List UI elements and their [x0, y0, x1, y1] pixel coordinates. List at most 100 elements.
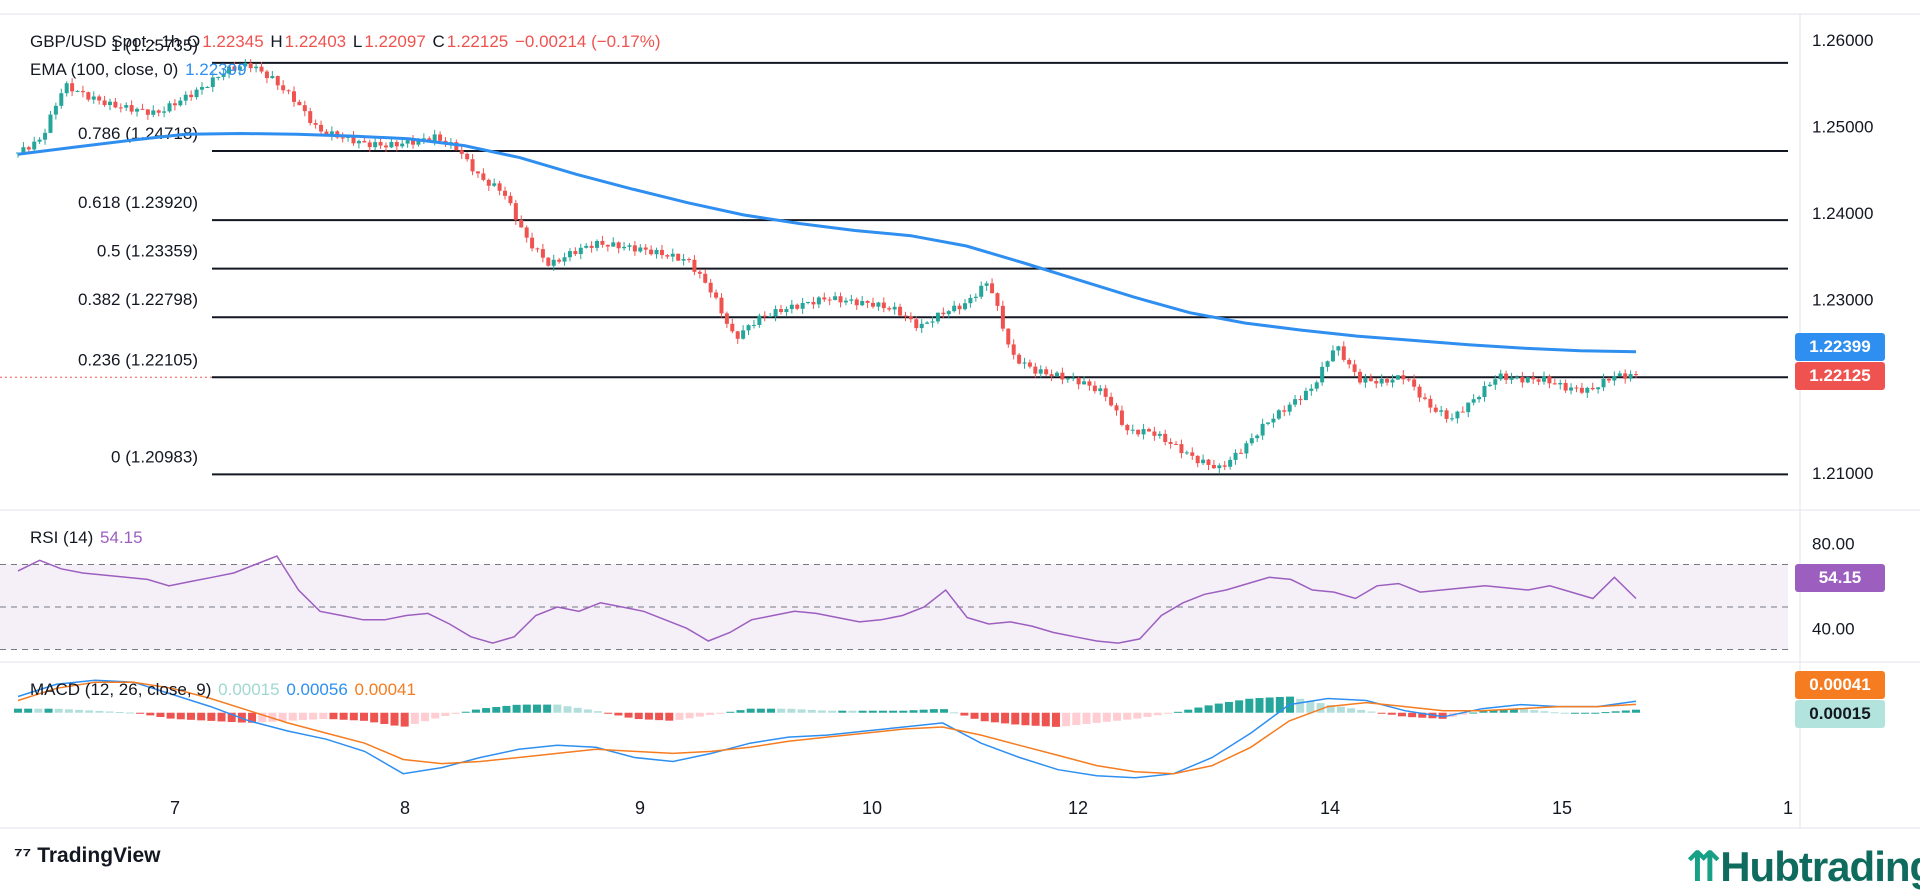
candle-body: [1455, 411, 1460, 419]
candle-body: [827, 299, 832, 301]
macd-histogram-bar: [929, 709, 938, 713]
macd-histogram-bar: [1051, 712, 1060, 727]
candle-body: [183, 94, 188, 101]
candle-body: [1244, 443, 1249, 454]
macd-histogram-bar: [359, 712, 368, 721]
candle-body: [919, 323, 924, 329]
rsi-legend[interactable]: RSI (14) 54.15: [30, 528, 145, 548]
macd-histogram-bar: [1296, 698, 1305, 713]
macd-histogram-bar: [1021, 712, 1030, 726]
candle-body: [1141, 429, 1146, 435]
macd-hist-box: 0.00015: [1795, 700, 1885, 728]
macd-histogram-bar: [797, 709, 806, 713]
candle-body: [1054, 372, 1059, 376]
ema-line: [17, 131, 1637, 354]
candle-body: [80, 90, 85, 93]
macd-histogram-bar: [1377, 712, 1386, 714]
candle-body: [216, 76, 221, 78]
candle-body: [779, 309, 784, 313]
candle-body: [681, 259, 686, 261]
candle-body: [1266, 422, 1271, 424]
candle-body: [481, 173, 486, 180]
fib-label: 0 (1.20983): [111, 447, 198, 466]
candle-body: [1017, 354, 1022, 364]
candle-body: [470, 159, 475, 172]
symbol-title[interactable]: GBP/USD Spot · 1h: [30, 32, 181, 51]
macd-histogram-bar: [451, 712, 460, 714]
candle-body: [865, 300, 870, 303]
candle-body: [1504, 373, 1509, 380]
macd-histogram-bar: [258, 712, 267, 723]
change-value: −0.00214 (−0.17%): [514, 32, 661, 51]
macd-histogram-bar: [807, 709, 816, 713]
fib-label: 0.5 (1.23359): [97, 242, 198, 261]
macd-histogram-bar: [1459, 712, 1468, 715]
macd-histogram-bar: [1336, 706, 1345, 713]
ema-label: EMA (100, close, 0): [30, 60, 179, 79]
candle-body: [113, 101, 118, 108]
candle-body: [135, 108, 140, 112]
macd-histogram-bar: [1113, 712, 1122, 721]
macd-histogram-bar: [868, 710, 877, 713]
ema-path: [17, 131, 1637, 354]
macd-histogram-bar: [24, 708, 33, 713]
macd-histogram-bar: [1316, 703, 1325, 713]
macd-histogram-bar: [1255, 698, 1264, 713]
candle-body: [32, 141, 37, 150]
macd-histogram-bar: [217, 712, 226, 722]
candle-body: [1444, 410, 1449, 419]
candle-body: [1585, 387, 1590, 393]
candle-body: [1482, 386, 1487, 398]
candle-body: [281, 85, 286, 91]
macd-histogram-bar: [1408, 712, 1417, 718]
candle-body: [394, 142, 399, 147]
macd-histogram-bar: [1265, 697, 1274, 713]
candle-body: [822, 297, 827, 300]
candle-body: [53, 105, 58, 115]
candle-body: [400, 143, 405, 147]
candle-body: [107, 101, 112, 106]
macd-histogram-bar: [329, 712, 338, 720]
candle-body: [1119, 410, 1124, 425]
macd-histogram-bar: [1275, 696, 1284, 713]
candle-body: [1401, 375, 1406, 380]
candle-body: [973, 296, 978, 298]
x-tick-label: 8: [400, 798, 410, 818]
candle-body: [70, 83, 75, 92]
candle-body: [795, 304, 800, 309]
candle-body: [227, 66, 232, 74]
macd-histogram-bar: [492, 706, 501, 713]
macd-histogram-bar: [1357, 709, 1366, 713]
macd-legend[interactable]: MACD (12, 26, close, 9) 0.00015 0.00056 …: [30, 680, 418, 700]
candle-body: [438, 134, 443, 141]
candle-body: [75, 90, 80, 92]
macd-histogram-bar: [410, 712, 419, 724]
candle-body: [465, 153, 470, 160]
candle-body: [1098, 388, 1103, 392]
macd-histogram-bar: [817, 710, 826, 713]
candle-body: [806, 301, 811, 303]
candle-body: [1412, 379, 1417, 387]
candle-body: [324, 131, 329, 136]
candle-body: [1552, 383, 1557, 385]
macd-histogram-bar: [1184, 709, 1193, 713]
candle-body: [162, 111, 167, 113]
candle-body: [714, 292, 719, 298]
macd-histogram-bar: [695, 712, 704, 717]
macd-hist-value: 0.00015: [218, 680, 280, 699]
candle-body: [302, 105, 307, 112]
candle-body: [432, 134, 437, 141]
macd-histogram-bar: [655, 712, 664, 721]
ema-legend[interactable]: EMA (100, close, 0) 1.22399: [30, 60, 249, 80]
candle-body: [1320, 366, 1325, 383]
candle-body: [205, 86, 210, 88]
close-value: 1.22125: [446, 32, 509, 51]
candle-body: [676, 253, 681, 261]
macd-histogram-bar: [1153, 712, 1162, 716]
candle-body: [1087, 381, 1092, 386]
candle-body: [118, 107, 123, 109]
macd-histogram-bar: [248, 712, 257, 723]
macd-histogram-bar: [1143, 712, 1152, 717]
macd-histogram-bar: [390, 712, 399, 726]
